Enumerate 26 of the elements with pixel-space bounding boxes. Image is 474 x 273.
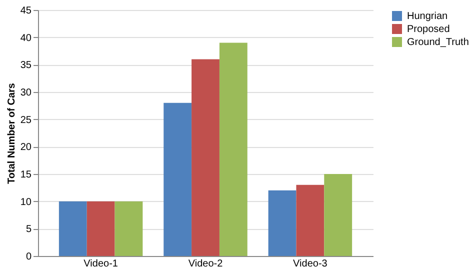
bar	[86, 201, 115, 256]
y-tick-label: 25	[20, 114, 32, 126]
y-tick-label: 30	[20, 88, 32, 98]
x-tick-label: Video-3	[293, 258, 328, 270]
bar	[58, 201, 87, 256]
y-axis-title: Total Number of Cars	[6, 82, 18, 184]
bar	[164, 102, 192, 256]
y-tick-label: 45	[20, 6, 32, 16]
y-tick-label: 10	[20, 196, 32, 208]
x-tick-label: Video-1	[84, 258, 118, 270]
x-tick-label: Video-2	[188, 258, 224, 270]
y-tick-label: 0	[26, 252, 32, 262]
legend-label: Hungrian	[407, 11, 448, 22]
bar	[192, 59, 220, 256]
bar	[324, 174, 352, 256]
y-tick-label: 40	[20, 32, 32, 44]
y-tick-label: 35	[20, 60, 32, 72]
bar	[296, 184, 324, 256]
bar	[114, 201, 143, 256]
y-tick-label: 5	[26, 224, 32, 236]
legend-label: Ground_Truth	[407, 37, 469, 48]
legend-label: Proposed	[407, 24, 450, 35]
bar	[268, 190, 296, 256]
y-tick-label: 15	[20, 170, 32, 180]
y-tick-label: 20	[20, 142, 32, 154]
bar	[219, 42, 248, 256]
